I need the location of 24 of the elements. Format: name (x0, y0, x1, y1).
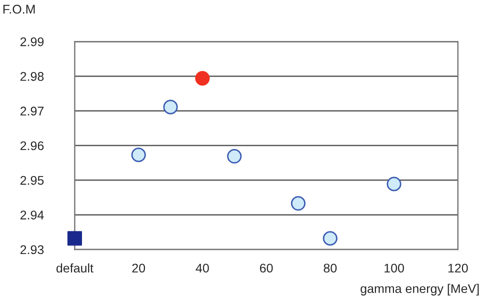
y-tick-label: 2.96 (20, 141, 44, 150)
x-axis-title: gamma energy [MeV] (360, 284, 479, 296)
point (322, 231, 338, 246)
point (386, 176, 402, 192)
x-tick-label: 60 (260, 264, 273, 273)
y-tick-label: 2.99 (20, 37, 44, 46)
y-tick-label: 2.95 (20, 176, 44, 185)
x-tick-label: default (56, 263, 94, 273)
point (290, 196, 306, 211)
point (227, 148, 242, 164)
y-tick-label: 2.97 (20, 106, 44, 116)
y-tick-label: 2.98 (20, 72, 44, 81)
point (131, 148, 146, 162)
point (195, 71, 210, 86)
point (67, 231, 82, 246)
x-tick-label: 40 (196, 264, 209, 273)
x-tick-label: 120 (448, 264, 468, 273)
x-tick-label: 20 (132, 264, 146, 273)
x-tick-label: 100 (384, 264, 404, 273)
y-tick-label: 2.93 (20, 245, 44, 254)
x-tick-label: 80 (324, 264, 337, 273)
y-axis-title: F.O.M (3, 4, 35, 14)
point (163, 100, 178, 114)
y-tick-label: 2.94 (20, 210, 44, 220)
